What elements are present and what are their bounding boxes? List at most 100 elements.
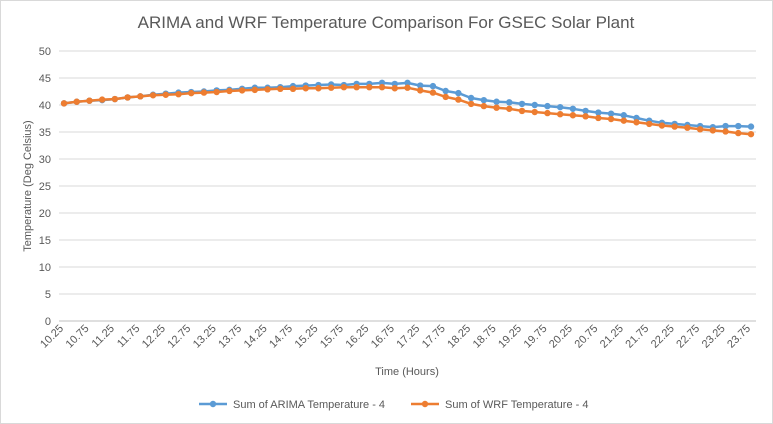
y-tick-label: 15 [39, 235, 51, 247]
data-point [518, 100, 526, 108]
x-tick-label: 19.25 [496, 323, 524, 351]
data-point [366, 83, 373, 91]
data-point [149, 92, 157, 99]
data-point [86, 97, 93, 104]
data-point [696, 126, 704, 133]
x-tick-label: 17.25 [394, 323, 422, 351]
x-tick-label: 13.25 [191, 323, 219, 351]
data-point [658, 122, 666, 129]
y-tick-label: 20 [39, 208, 51, 220]
x-tick-label: 14.25 [242, 323, 270, 351]
data-point [404, 79, 411, 87]
x-tick-label: 20.75 [573, 323, 601, 351]
data-point [264, 86, 271, 93]
data-point [455, 89, 462, 97]
data-point [289, 85, 297, 93]
data-point [531, 101, 538, 109]
data-point [493, 104, 500, 111]
series-wrf [60, 83, 755, 138]
x-tick-label: 18.75 [471, 323, 499, 351]
data-point [709, 127, 717, 134]
x-tick-label: 18.25 [445, 323, 473, 351]
data-point [277, 85, 284, 93]
y-tick-label: 30 [39, 154, 51, 166]
x-tick-label: 10.25 [38, 323, 66, 351]
x-tick-label: 17.75 [420, 323, 448, 351]
data-point [429, 89, 437, 96]
data-point [646, 120, 653, 128]
data-point [722, 122, 729, 130]
y-tick-label: 10 [39, 262, 51, 274]
data-point [531, 108, 538, 116]
data-point [582, 107, 589, 115]
data-point [506, 105, 513, 112]
data-point [620, 112, 627, 119]
y-tick-label: 25 [39, 181, 51, 193]
data-point [302, 85, 309, 92]
data-point [251, 86, 259, 94]
chart-title: ARIMA and WRF Temperature Comparison For… [138, 13, 635, 32]
data-point [747, 123, 755, 130]
data-point [595, 114, 602, 122]
data-point [493, 98, 500, 105]
x-tick-label: 22.75 [674, 323, 702, 351]
data-point [735, 129, 742, 137]
data-point [518, 107, 526, 115]
data-point [467, 100, 475, 108]
data-point [175, 91, 182, 98]
data-point [633, 119, 640, 126]
x-tick-label: 21.75 [623, 323, 651, 351]
data-point [353, 83, 360, 91]
x-tick-label: 14.75 [267, 323, 295, 351]
y-tick-label: 5 [45, 289, 51, 301]
series-layer [60, 79, 755, 138]
y-tick-label: 0 [45, 316, 51, 328]
data-point [556, 110, 564, 118]
data-point [442, 87, 449, 95]
y-tick-label: 40 [39, 100, 51, 112]
x-tick-label: 23.75 [725, 323, 753, 351]
data-point [188, 89, 195, 97]
data-point [111, 95, 119, 103]
legend: Sum of ARIMA Temperature - 4 Sum of WRF T… [199, 399, 588, 411]
x-tick-label: 10.75 [64, 323, 92, 351]
legend-item: Sum of ARIMA Temperature - 4 [199, 399, 385, 411]
x-tick-label: 21.25 [598, 323, 626, 351]
data-point [429, 82, 437, 90]
data-point [556, 103, 564, 111]
data-point [238, 87, 246, 94]
data-point [200, 89, 208, 96]
data-point [735, 122, 742, 130]
x-tick-label: 23.25 [700, 323, 728, 351]
data-point [226, 87, 233, 95]
x-tick-label: 13.75 [216, 323, 244, 351]
data-point [60, 100, 68, 107]
x-tick-label: 12.25 [140, 323, 168, 351]
x-tick-label: 16.25 [344, 323, 372, 351]
data-point [124, 94, 131, 101]
data-point [607, 110, 615, 117]
x-tick-label: 15.75 [318, 323, 346, 351]
y-tick-label: 35 [39, 127, 51, 139]
y-tick-label: 50 [39, 46, 51, 58]
data-point [480, 102, 488, 110]
data-point [544, 102, 551, 110]
x-tick-label: 11.25 [90, 323, 117, 350]
data-point [455, 96, 462, 103]
data-point [569, 112, 577, 119]
data-point [569, 105, 577, 112]
data-point [378, 83, 386, 91]
data-point [98, 96, 106, 103]
data-point [315, 85, 322, 92]
legend-marker [209, 400, 217, 408]
data-point [417, 87, 424, 94]
x-tick-label: 22.25 [649, 323, 677, 351]
x-tick-label: 16.75 [369, 323, 397, 351]
data-point [722, 128, 729, 135]
data-point [544, 109, 551, 117]
legend-item: Sum of WRF Temperature - 4 [411, 399, 588, 411]
data-point [213, 88, 220, 96]
data-point [73, 98, 80, 105]
